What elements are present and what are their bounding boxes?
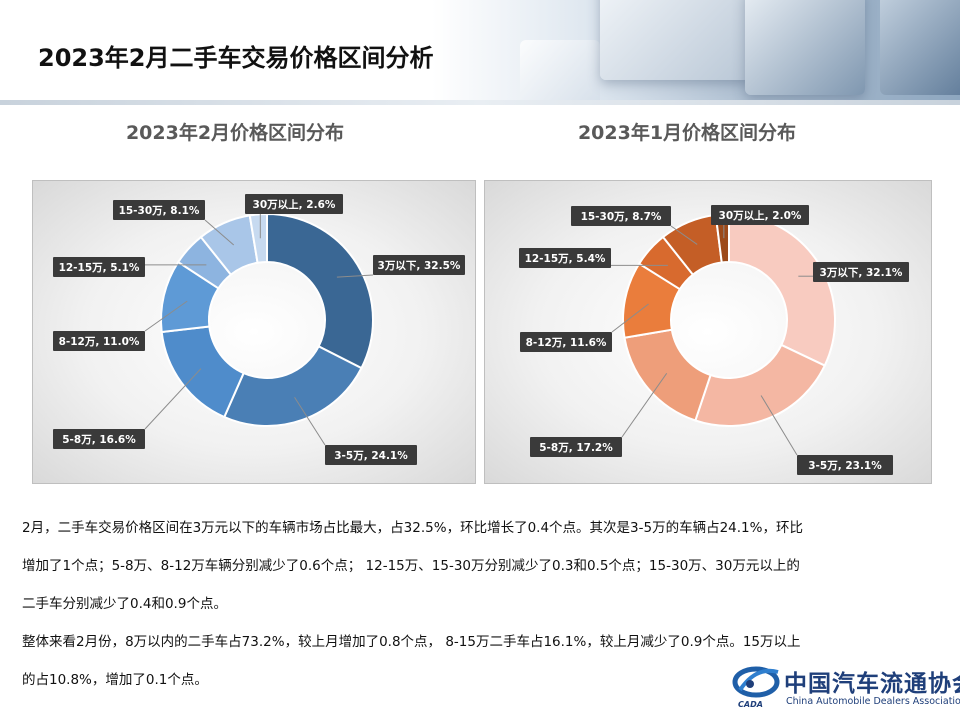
chart-feb-donut: 3万以下, 32.5% 3-5万, 24.1% 5-8万, 16.6% 8-12万, … bbox=[32, 180, 476, 484]
analysis-text-line: 2月，二手车交易价格区间在3万元以下的车辆市场占比最大，占32.5%，环比增长了… bbox=[22, 520, 803, 536]
data-label: 5-8万, 17.2% bbox=[539, 442, 613, 454]
data-label-box bbox=[53, 331, 145, 351]
data-label-box bbox=[711, 205, 809, 225]
leader-line bbox=[611, 303, 649, 333]
data-label: 3-5万, 23.1% bbox=[808, 460, 882, 472]
data-label: 8-12万, 11.0% bbox=[59, 336, 140, 348]
data-labels: 3万以下, 32.1% 3-5万, 23.1% 5-8万, 17.2% 8-12万, … bbox=[519, 205, 909, 475]
header-banner bbox=[0, 0, 960, 100]
logo-name-en: China Automobile Dealers Association bbox=[786, 696, 960, 707]
leader-line bbox=[144, 368, 202, 430]
data-label: 12-15万, 5.4% bbox=[525, 253, 606, 265]
donut-slice bbox=[222, 344, 363, 427]
chart-title-jan: 2023年1月价格区间分布 bbox=[577, 122, 797, 144]
donut-slices bbox=[622, 212, 836, 427]
data-label: 3-5万, 24.1% bbox=[334, 450, 408, 462]
chart-jan-svg: 3万以下, 32.1% 3-5万, 23.1% 5-8万, 17.2% 8-12万, … bbox=[519, 205, 909, 475]
data-label: 8-12万, 11.6% bbox=[526, 337, 607, 349]
data-label-box bbox=[53, 257, 145, 277]
donut-slice bbox=[623, 328, 712, 422]
decorative-cube bbox=[520, 40, 600, 100]
data-label-box bbox=[325, 445, 417, 465]
data-label-box bbox=[53, 429, 145, 449]
data-label-box bbox=[530, 437, 622, 457]
data-label: 3万以下, 32.1% bbox=[820, 267, 903, 279]
logo-name-cn: 中国汽车流通协会 bbox=[784, 670, 960, 697]
leader-line bbox=[336, 274, 374, 278]
analysis-text-line: 增加了1个点；5-8万、8-12万车辆分别减少了0.6个点； 12-15万、15… bbox=[22, 558, 800, 574]
header-divider bbox=[0, 100, 960, 105]
data-label-box bbox=[520, 332, 612, 352]
data-label: 12-15万, 5.1% bbox=[59, 262, 140, 274]
analysis-text-line: 二手车分别减少了0.4和0.9个点。 bbox=[22, 596, 227, 612]
data-label-box bbox=[113, 200, 205, 220]
decorative-cube bbox=[880, 0, 960, 95]
data-label-box bbox=[519, 248, 611, 268]
data-label-box bbox=[813, 262, 909, 282]
data-label-box bbox=[797, 455, 893, 475]
cada-logo: CADA 中国汽车流通协会 China Automobile Dealers A… bbox=[728, 660, 960, 716]
donut-slice bbox=[728, 212, 836, 367]
data-labels: 3万以下, 32.5% 3-5万, 24.1% 5-8万, 16.6% 8-12万, … bbox=[53, 194, 465, 465]
data-label: 30万以上, 2.0% bbox=[719, 209, 802, 222]
leader-line bbox=[204, 219, 235, 246]
data-label-box bbox=[571, 206, 671, 226]
data-label: 15-30万, 8.1% bbox=[119, 205, 200, 217]
decorative-cube bbox=[745, 0, 865, 95]
summary-text-line: 整体来看2月份，8万以内的二手车占73.2%，较上月增加了0.8个点， 8-15… bbox=[22, 634, 801, 650]
cada-emblem-icon bbox=[732, 666, 780, 698]
decorative-cube bbox=[600, 0, 750, 80]
data-label: 15-30万, 8.7% bbox=[581, 211, 662, 223]
chart-feb-svg: 3万以下, 32.5% 3-5万, 24.1% 5-8万, 16.6% 8-12万, … bbox=[53, 194, 465, 465]
leader-lines bbox=[144, 214, 374, 446]
leader-line bbox=[144, 300, 188, 332]
data-label-box bbox=[245, 194, 343, 214]
data-label: 5-8万, 16.6% bbox=[62, 434, 136, 446]
donut-slice bbox=[248, 212, 268, 264]
leader-line bbox=[294, 396, 326, 446]
summary-text-line: 的占10.8%，增加了0.1个点。 bbox=[22, 672, 208, 688]
donut-slice bbox=[160, 325, 245, 419]
data-label: 30万以上, 2.6% bbox=[253, 198, 336, 211]
logo-abbr: CADA bbox=[738, 700, 763, 709]
leader-lines bbox=[611, 225, 813, 456]
chart-title-feb: 2023年2月价格区间分布 bbox=[125, 122, 345, 144]
donut-slice bbox=[694, 343, 827, 427]
donut-slices bbox=[160, 212, 374, 427]
leader-line bbox=[760, 395, 798, 456]
leader-line bbox=[621, 373, 668, 438]
page-title: 2023年2月二手车交易价格区间分析 bbox=[38, 44, 434, 72]
donut-slice bbox=[266, 212, 374, 370]
leader-line bbox=[670, 225, 698, 245]
data-label: 3万以下, 32.5% bbox=[378, 260, 461, 272]
data-label-box bbox=[373, 255, 465, 275]
chart-jan-donut: 3万以下, 32.1% 3-5万, 23.1% 5-8万, 17.2% 8-12万, … bbox=[484, 180, 932, 484]
